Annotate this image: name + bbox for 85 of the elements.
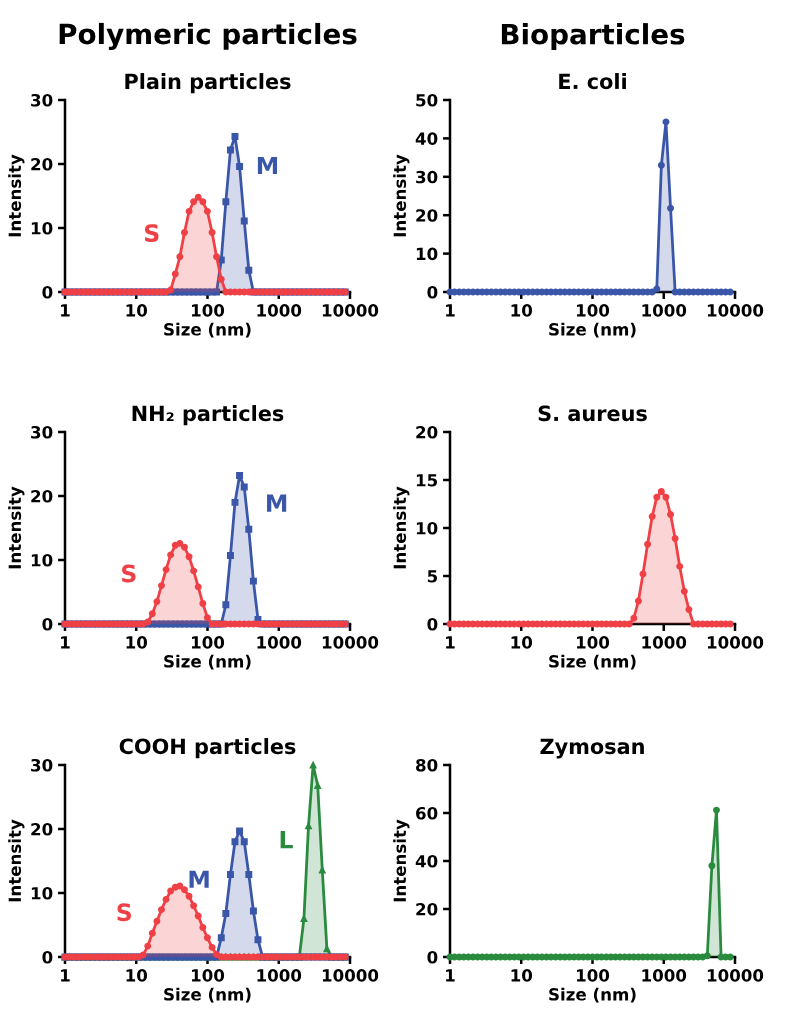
y-tick-label: 10: [31, 221, 53, 235]
x-tick-label: 10000: [322, 969, 379, 982]
y-tick-label: 0: [42, 950, 53, 964]
series-label: L: [280, 831, 293, 849]
x-tick-label: 1000: [257, 636, 302, 649]
x-tick-label: 1: [61, 636, 70, 649]
y-tick-label: 0: [427, 285, 438, 299]
y-axis-title: Intensity: [8, 486, 25, 569]
x-tick-label: 100: [576, 304, 610, 317]
y-tick-label: 20: [416, 209, 438, 222]
series-label: M: [189, 870, 209, 888]
y-axis-title: Intensity: [393, 154, 410, 237]
y-tick-label: 0: [42, 285, 53, 299]
y-tick-label: 20: [416, 425, 438, 439]
y-tick-label: 30: [416, 170, 438, 184]
x-tick-label: 1: [446, 636, 455, 649]
x-tick-label: 10: [126, 304, 148, 317]
x-axis-title: Size (nm): [549, 322, 636, 338]
x-tick-label: 100: [191, 304, 225, 317]
x-tick-label: 10000: [322, 636, 379, 649]
y-tick-label: 80: [416, 758, 438, 772]
x-tick-label: 1000: [642, 969, 687, 982]
x-tick-label: 100: [191, 636, 225, 649]
series-label: S: [122, 564, 136, 583]
y-tick-label: 30: [31, 425, 53, 439]
x-tick-label: 1: [61, 304, 70, 317]
y-axis-title: Intensity: [8, 819, 25, 902]
y-tick-label: 20: [31, 822, 53, 836]
y-axis-title: Intensity: [8, 154, 25, 237]
x-tick-label: 1: [446, 969, 455, 982]
y-tick-label: 40: [415, 854, 438, 868]
y-axis-title: Intensity: [393, 486, 410, 569]
x-tick-label: 10000: [707, 969, 764, 982]
y-tick-label: 10: [31, 886, 53, 900]
x-tick-label: 1000: [642, 636, 687, 649]
x-tick-label: 10: [511, 304, 533, 317]
series-label: M: [267, 494, 287, 512]
chart-title: NH₂ particles: [132, 405, 284, 426]
y-tick-label: 30: [31, 93, 53, 107]
x-tick-label: 10000: [707, 636, 764, 649]
y-tick-label: 5: [427, 570, 438, 583]
y-tick-label: 20: [31, 489, 53, 503]
x-axis-title: Size (nm): [549, 654, 636, 670]
x-tick-label: 10: [511, 636, 533, 649]
chart-title: S. aureus: [538, 405, 647, 422]
series-label: S: [117, 903, 132, 922]
y-tick-label: 30: [31, 758, 53, 772]
x-axis-title: Size (nm): [164, 322, 251, 338]
y-axis-title: Intensity: [393, 819, 410, 902]
x-axis-title: Size (nm): [549, 987, 636, 1003]
chart-title: Zymosan: [540, 738, 644, 759]
text: Polymeric particles: [59, 22, 357, 50]
x-tick-label: 1: [446, 304, 455, 317]
chart-title: Plain particles: [125, 73, 291, 94]
x-tick-label: 10000: [707, 304, 764, 317]
x-axis-title: Size (nm): [164, 654, 251, 670]
y-tick-label: 10: [416, 247, 438, 261]
chart-title: COOH particles: [119, 738, 296, 759]
y-tick-label: 20: [31, 157, 53, 171]
x-tick-label: 10: [126, 969, 148, 982]
text: Bioparticles: [501, 23, 685, 50]
x-tick-label: 100: [191, 969, 225, 982]
x-tick-label: 1000: [257, 304, 302, 317]
y-tick-label: 40: [415, 132, 438, 145]
x-tick-label: 1000: [257, 969, 302, 982]
x-tick-label: 10000: [322, 304, 379, 317]
y-tick-label: 10: [31, 553, 53, 567]
y-tick-label: 15: [416, 474, 438, 487]
y-tick-label: 0: [427, 617, 438, 631]
x-tick-label: 100: [576, 969, 610, 982]
y-tick-label: 60: [416, 806, 438, 820]
x-tick-label: 10: [126, 636, 148, 649]
x-axis-title: Size (nm): [164, 987, 251, 1003]
y-tick-label: 50: [416, 93, 438, 107]
x-tick-label: 1000: [642, 304, 687, 317]
y-tick-label: 20: [416, 902, 438, 916]
series-label: M: [257, 156, 278, 175]
x-tick-label: 100: [576, 636, 610, 649]
y-tick-label: 0: [427, 950, 438, 964]
chart-title: E. coli: [559, 73, 626, 90]
y-tick-label: 10: [416, 521, 438, 535]
y-tick-label: 0: [42, 617, 53, 631]
x-tick-label: 1: [61, 969, 70, 982]
x-tick-label: 10: [511, 969, 533, 982]
series-label: S: [144, 224, 159, 243]
